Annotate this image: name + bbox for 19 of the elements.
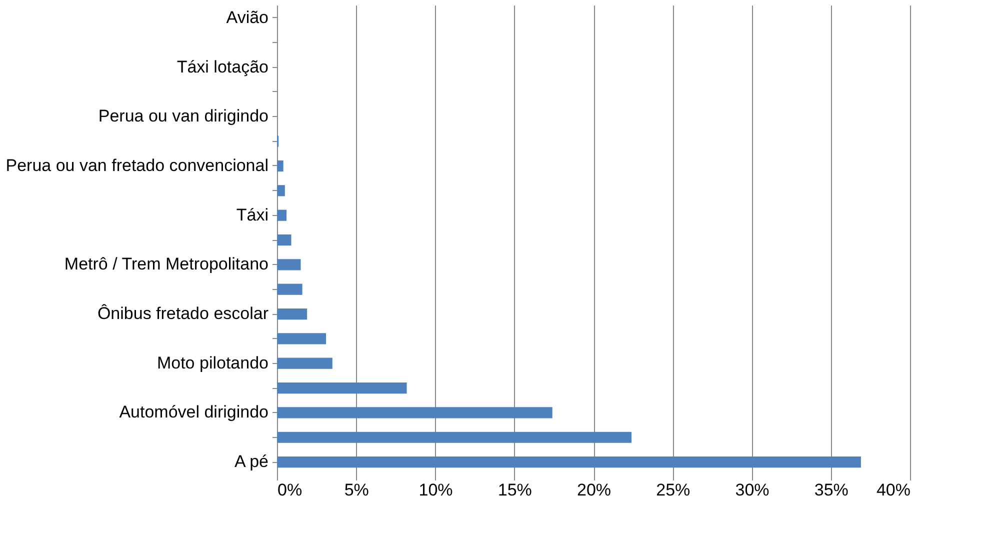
y-tick-label: Ônibus fretado escolar xyxy=(97,304,269,324)
x-tick-label: 35% xyxy=(814,480,848,500)
x-tick-label: 5% xyxy=(344,480,369,500)
y-tick-label: A pé xyxy=(234,452,268,472)
x-tick-label: 15% xyxy=(498,480,532,500)
y-tick-label: Perua ou van dirigindo xyxy=(98,106,268,126)
x-tick-label: 0% xyxy=(278,480,302,500)
y-tick-label: Automóvel dirigindo xyxy=(119,402,268,422)
x-tick-label: 20% xyxy=(576,480,612,500)
x-tick-label: 25% xyxy=(656,480,690,500)
y-tick-label: Metrô / Trem Metropolitano xyxy=(64,254,268,274)
x-tick-label: 30% xyxy=(735,480,770,500)
x-tick-label: 40% xyxy=(876,480,910,500)
y-tick-label: Perua ou van fretado convencional xyxy=(6,156,268,175)
x-tick-label: 10% xyxy=(418,480,453,500)
y-tick-label: Avião xyxy=(226,8,268,27)
y-tick-label: Táxi xyxy=(236,205,268,224)
y-tick-label: Táxi lotação xyxy=(176,57,268,76)
y-tick-label: Moto pilotando xyxy=(156,353,268,372)
